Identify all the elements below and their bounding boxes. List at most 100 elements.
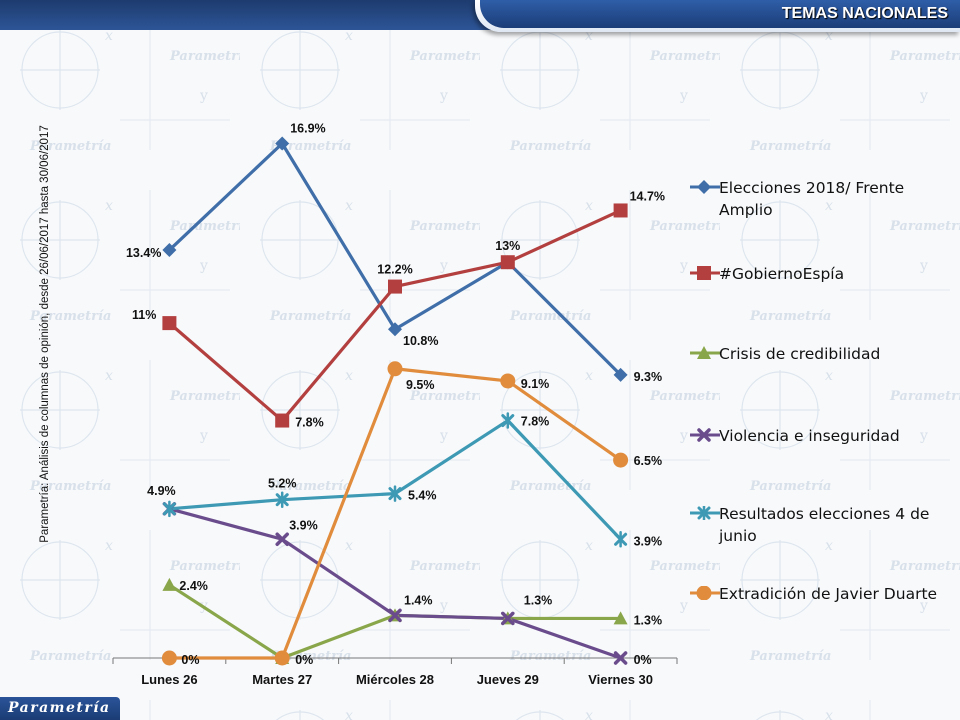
legend-label: #GobiernoEspía	[719, 265, 845, 283]
legend-label: Extradición de Javier Duarte	[719, 585, 938, 603]
legend-label: Elecciones 2018/ Frente Amplio	[719, 179, 905, 219]
x-tick-label: Lunes 26	[141, 672, 197, 687]
circle-shape	[161, 650, 177, 666]
data-label: 0%	[181, 653, 199, 667]
diamond-shape	[162, 243, 177, 258]
parametria-logo: Parametría	[0, 697, 120, 720]
series-line	[168, 209, 622, 423]
circle-shape	[500, 373, 516, 389]
diamond-shape	[388, 322, 402, 337]
data-label: 4.9%	[147, 484, 176, 498]
series-line	[169, 418, 622, 541]
logo-text: Parametría	[8, 700, 111, 716]
data-point-marker	[500, 373, 516, 389]
data-point-marker	[613, 452, 629, 468]
triangle-shape	[697, 346, 711, 359]
square-shape	[388, 279, 402, 294]
square-shape	[697, 266, 711, 280]
data-point-marker	[162, 243, 177, 258]
data-point-marker	[388, 322, 402, 337]
x-stroke	[697, 428, 711, 442]
page-title: TEMAS NACIONALES	[781, 5, 948, 22]
data-point-marker	[274, 650, 290, 666]
data-point-marker	[161, 650, 177, 666]
data-label: 14.7%	[630, 189, 665, 203]
data-label: 2.4%	[179, 579, 208, 593]
legend-marker-icon	[696, 586, 712, 600]
legend-label: Violencia e inseguridad	[719, 427, 900, 445]
data-point-marker	[388, 279, 402, 294]
data-label: 10.8%	[403, 334, 438, 348]
legend-marker	[690, 180, 720, 194]
square-shape	[275, 413, 290, 428]
data-point-marker	[500, 255, 515, 270]
x-tick-label: Miércoles 28	[356, 672, 434, 687]
data-point-marker	[613, 203, 628, 218]
diamond-shape	[275, 136, 290, 151]
data-label: 12.2%	[377, 263, 412, 277]
square-shape	[162, 316, 177, 331]
legend-marker	[690, 586, 720, 600]
data-point-marker	[387, 361, 403, 377]
legend-label: Resultados elecciones 4 de junio	[719, 505, 930, 545]
x-tick-label: Jueves 29	[477, 672, 539, 687]
data-point-marker	[162, 500, 176, 518]
data-label: 7.8%	[521, 415, 550, 429]
legend-marker-icon	[697, 266, 711, 280]
data-point-marker	[388, 608, 402, 623]
x-stroke	[388, 608, 402, 623]
triangle-shape	[613, 611, 628, 625]
series-line	[168, 141, 622, 376]
circle-shape	[696, 586, 712, 600]
x-tick-label: Viernes 30	[588, 672, 653, 687]
data-label: 7.8%	[295, 416, 324, 430]
legend-marker	[690, 428, 720, 442]
x-stroke	[613, 651, 628, 665]
data-point-marker	[501, 611, 515, 626]
data-point-marker	[275, 491, 289, 508]
legend-marker-icon	[697, 428, 711, 442]
data-label: 1.3%	[634, 613, 663, 627]
x-stroke	[501, 611, 515, 626]
data-point-marker	[613, 367, 628, 382]
data-label: 9.5%	[406, 378, 435, 392]
data-label: 5.4%	[408, 489, 437, 503]
data-point-marker	[614, 531, 628, 548]
legend-marker-icon	[697, 180, 711, 194]
data-label: 16.9%	[290, 121, 325, 135]
data-label: 0%	[634, 653, 652, 667]
x-tick-label: Martes 27	[252, 672, 312, 687]
data-point-marker	[501, 412, 515, 429]
data-label: 9.1%	[521, 377, 550, 391]
series-line	[168, 583, 621, 660]
square-shape	[613, 203, 628, 218]
diamond-shape	[613, 367, 628, 382]
x-stroke	[275, 532, 289, 547]
circle-shape	[613, 452, 629, 468]
data-label: 13.4%	[126, 246, 161, 260]
legend-marker-icon	[697, 506, 711, 520]
data-label: 6.5%	[634, 454, 663, 468]
legend-marker-icon	[697, 346, 711, 359]
data-point-marker	[613, 651, 628, 665]
circle-shape	[387, 361, 403, 377]
data-label: 0%	[295, 653, 313, 667]
data-point-marker	[613, 611, 628, 625]
legend-marker	[690, 346, 720, 359]
data-point-marker	[275, 136, 290, 151]
data-point-marker	[388, 485, 402, 502]
legend-marker	[690, 266, 720, 280]
data-point-marker	[275, 532, 289, 547]
data-label: 1.3%	[524, 593, 553, 607]
data-label: 9.3%	[634, 370, 663, 384]
header-tab: TEMAS NACIONALES	[475, 0, 960, 32]
data-label: 13%	[495, 239, 520, 253]
data-point-marker	[162, 316, 177, 331]
data-point-marker	[275, 413, 290, 428]
data-label: 1.4%	[404, 593, 433, 607]
diamond-shape	[697, 180, 711, 194]
triangle-shape	[162, 577, 177, 591]
circle-shape	[274, 650, 290, 666]
